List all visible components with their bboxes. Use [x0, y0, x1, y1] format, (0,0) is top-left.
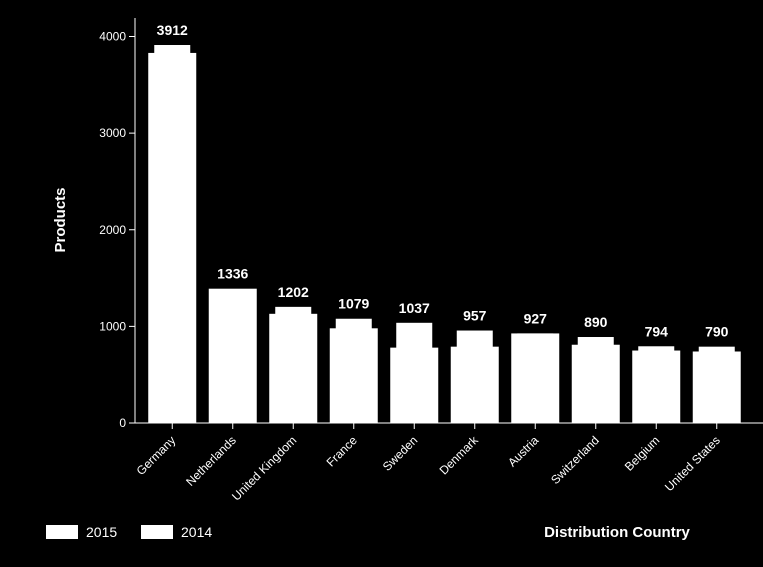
y-tick-label: 0 — [119, 416, 126, 430]
y-axis-title: Products — [52, 187, 69, 252]
data-label-denmark: 957 — [463, 308, 487, 324]
bar-2015-united-kingdom — [275, 306, 312, 423]
data-label-austria: 927 — [524, 310, 548, 326]
bar-2015-netherlands — [214, 293, 251, 423]
bar-2015-germany — [154, 45, 191, 424]
bar-2015-denmark — [456, 330, 493, 423]
data-label-france: 1079 — [338, 296, 369, 312]
legend: 2015 2014 — [46, 524, 212, 540]
legend-label-2015: 2015 — [86, 524, 117, 540]
data-label-united-kingdom: 1202 — [278, 284, 309, 300]
bar-2015-sweden — [396, 322, 433, 423]
x-tick-label-denmark: Denmark — [437, 433, 482, 478]
x-tick-label-united-states: United States — [662, 433, 723, 494]
y-axis-ticks: 0 1000 2000 3000 4000 — [99, 30, 135, 430]
x-tick-label-belgium: Belgium — [622, 433, 663, 474]
data-label-netherlands: 1336 — [217, 266, 248, 282]
y-tick-label: 4000 — [99, 30, 126, 44]
data-label-switzerland: 890 — [584, 314, 608, 330]
x-tick-label-netherlands: Netherlands — [183, 433, 239, 489]
data-label-belgium: 794 — [645, 323, 669, 339]
bar-2015-austria — [517, 333, 554, 423]
data-label-sweden: 1037 — [399, 300, 430, 316]
data-labels: 3912 1336 1202 1079 1037 957 927 890 794 790 — [157, 22, 729, 340]
x-tick-label-switzerland: Switzerland — [548, 433, 602, 487]
data-label-united-states: 790 — [705, 324, 729, 340]
legend-label-2014: 2014 — [181, 524, 212, 540]
y-tick-label: 3000 — [99, 126, 126, 140]
x-tick-label-germany: Germany — [134, 433, 179, 478]
y-tick-label: 1000 — [99, 319, 126, 333]
series-2015-bars — [154, 45, 735, 424]
x-axis-title: Distribution Country — [544, 524, 690, 541]
x-tick-label-united-kingdom: United Kingdom — [229, 433, 299, 503]
x-tick-label-sweden: Sweden — [380, 433, 421, 474]
bar-2015-belgium — [638, 346, 675, 423]
x-tick-label-austria: Austria — [505, 433, 542, 470]
bar-2015-switzerland — [577, 337, 614, 423]
legend-swatch-2014 — [141, 525, 173, 539]
bar-2015-france — [335, 318, 372, 423]
x-tick-label-france: France — [324, 433, 361, 470]
axes — [134, 18, 763, 424]
bar-2015-united-states — [698, 346, 735, 423]
legend-swatch-2015 — [46, 525, 78, 539]
data-label-germany: 3912 — [157, 22, 188, 38]
y-tick-label: 2000 — [99, 223, 126, 237]
